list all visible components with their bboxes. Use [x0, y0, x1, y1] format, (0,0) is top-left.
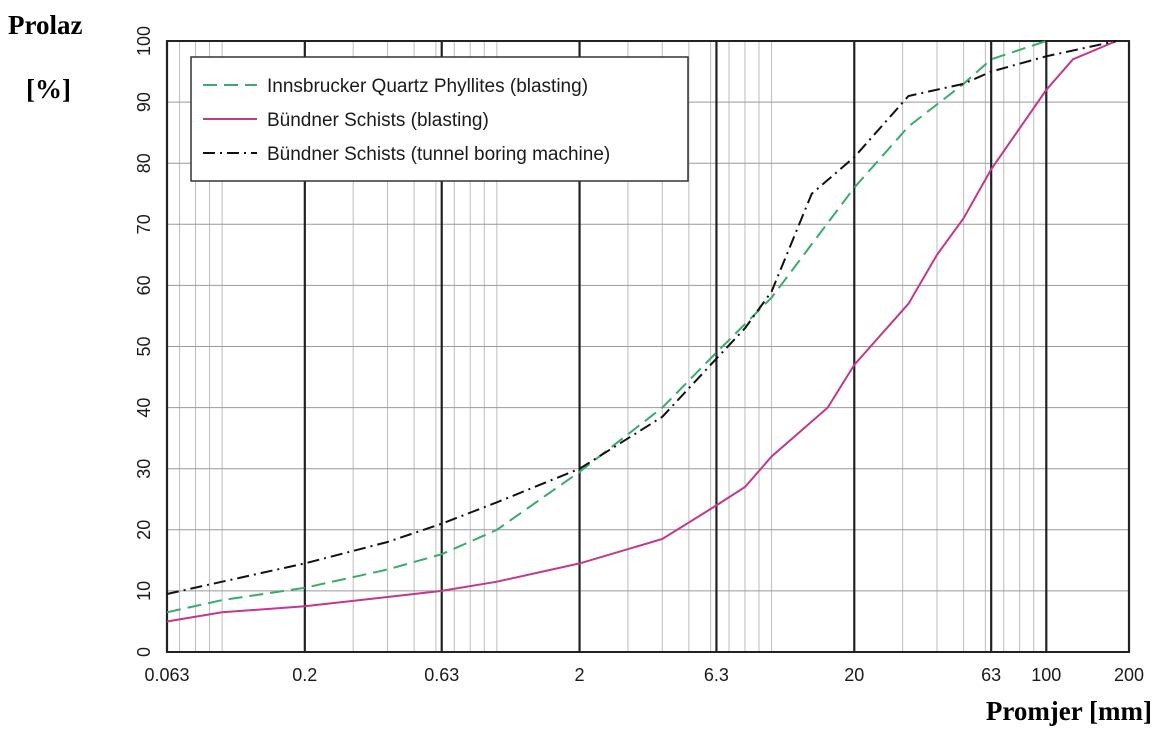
y-tick-label-5: 50 — [134, 336, 154, 356]
x-tick-label-6: 63 — [981, 665, 1001, 685]
x-tick-label-0: 0.063 — [144, 665, 189, 685]
y-axis-title-line2: [%] — [26, 74, 71, 104]
y-tick-label-2: 20 — [134, 520, 154, 540]
y-tick-label-8: 80 — [134, 153, 154, 173]
legend-label-3: Bündner Schists (tunnel boring machine) — [267, 144, 610, 165]
plot-frame — [166, 40, 1130, 653]
series-line-2 — [166, 40, 1117, 623]
x-tick-label-1: 0.2 — [292, 665, 317, 685]
legend-label-2: Bündner Schists (blasting) — [267, 110, 489, 131]
x-tick-label-4: 6.3 — [704, 665, 729, 685]
y-tick-label-10: 100 — [134, 26, 154, 56]
tick-labels: 0.063 0.2 0.63 2 6.3 20 63 100 200 0 10 20 30 40 50 60 7… — [134, 26, 1144, 685]
y-tick-label-6: 60 — [134, 275, 154, 295]
legend-label-1: Innsbrucker Quartz Phyllites (blasting) — [267, 76, 588, 97]
series-layer — [166, 40, 1117, 623]
x-tick-label-7: 100 — [1031, 665, 1061, 685]
y-axis-title-line1: Prolaz — [8, 10, 83, 40]
y-tick-label-7: 70 — [134, 214, 154, 234]
y-tick-label-9: 90 — [134, 92, 154, 112]
y-tick-label-0: 0 — [134, 647, 154, 657]
legend: Innsbrucker Quartz Phyllites (blasting) B… — [190, 56, 689, 182]
y-tick-label-4: 40 — [134, 398, 154, 418]
y-tick-label-1: 10 — [134, 581, 154, 601]
series-line-3 — [166, 40, 1117, 595]
y-tick-label-3: 30 — [134, 459, 154, 479]
x-tick-label-3: 2 — [575, 665, 585, 685]
x-tick-label-8: 200 — [1114, 665, 1144, 685]
series-line-1 — [166, 40, 1047, 614]
x-tick-label-5: 20 — [844, 665, 864, 685]
x-axis-title: Promjer [mm] — [985, 696, 1152, 726]
legend-box — [190, 56, 689, 182]
x-tick-label-2: 0.63 — [424, 665, 459, 685]
